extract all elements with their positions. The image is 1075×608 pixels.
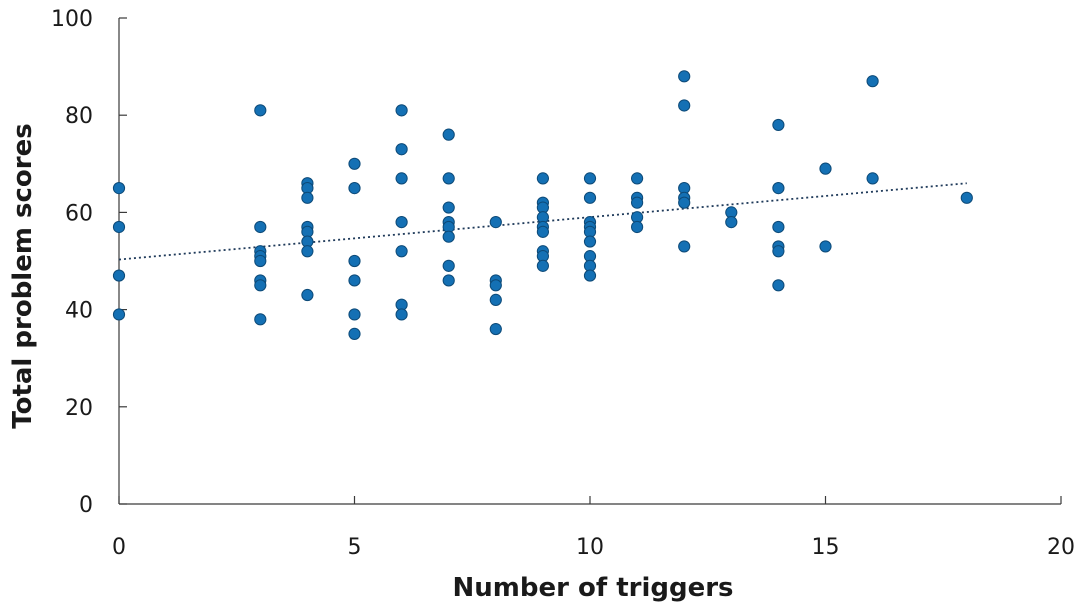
data-point: [583, 172, 597, 185]
x-tick-label: 0: [112, 535, 126, 560]
data-point: [819, 162, 832, 175]
data-point: [395, 245, 408, 258]
data-point: [678, 99, 691, 112]
data-point: [678, 240, 691, 253]
data-point: [112, 308, 126, 321]
data-point: [772, 279, 785, 292]
data-point: [348, 308, 361, 321]
data-point: [678, 70, 691, 83]
data-point: [348, 274, 361, 287]
data-point: [301, 245, 314, 258]
data-point: [489, 293, 502, 306]
y-axis-title: Total problem scores: [8, 123, 38, 428]
x-tick-label: 10: [576, 535, 604, 560]
y-tick-label: 20: [65, 396, 93, 421]
data-point: [536, 172, 550, 185]
data-point: [442, 259, 455, 272]
data-point: [442, 274, 455, 287]
data-point: [678, 196, 691, 209]
data-point: [772, 182, 785, 195]
x-ticks: 0 5 10 15 20: [112, 496, 1075, 560]
x-tick-label: 20: [1047, 535, 1075, 560]
data-point: [442, 201, 455, 214]
data-point: [442, 128, 455, 141]
y-tick-label: 60: [65, 201, 93, 226]
data-point: [395, 143, 408, 156]
data-point: [772, 220, 785, 234]
data-point: [583, 191, 597, 204]
data-point: [395, 172, 408, 185]
data-point: [348, 327, 361, 340]
data-point: [442, 172, 455, 185]
data-point: [960, 191, 973, 204]
data-point: [112, 220, 126, 234]
x-axis-title: Number of triggers: [452, 573, 733, 603]
data-point: [631, 172, 644, 185]
data-point: [348, 157, 361, 170]
data-point: [819, 240, 832, 253]
data-point: [866, 172, 879, 185]
data-point: [254, 254, 267, 268]
y-tick-label: 100: [51, 7, 93, 32]
data-point: [348, 182, 361, 195]
data-point: [631, 220, 644, 234]
data-point: [112, 182, 126, 195]
data-point: [536, 225, 550, 238]
data-point: [254, 279, 267, 292]
y-tick-label: 0: [79, 493, 93, 518]
data-point: [254, 313, 267, 326]
data-point: [395, 216, 408, 229]
data-point: [489, 216, 502, 229]
data-point: [631, 196, 644, 209]
data-point: [866, 75, 879, 88]
data-point: [442, 230, 455, 243]
data-point: [395, 308, 408, 321]
data-point: [112, 269, 126, 282]
data-point: [536, 259, 550, 272]
data-point: [254, 104, 267, 117]
x-tick-label: 5: [348, 535, 362, 560]
data-point: [348, 254, 361, 268]
data-point: [772, 245, 785, 258]
data-point: [583, 269, 597, 282]
points-layer: [112, 70, 973, 340]
y-tick-label: 40: [65, 299, 93, 324]
data-point: [254, 220, 267, 234]
y-ticks: 0 20 40 60 80 100: [51, 7, 127, 518]
y-tick-label: 80: [65, 104, 93, 129]
x-tick-label: 15: [812, 535, 840, 560]
data-point: [583, 235, 597, 248]
data-point: [489, 322, 502, 336]
data-point: [725, 216, 738, 229]
data-point: [301, 191, 314, 204]
data-point: [301, 288, 314, 302]
data-point: [489, 279, 502, 292]
data-point: [395, 104, 408, 117]
data-point: [772, 118, 785, 132]
